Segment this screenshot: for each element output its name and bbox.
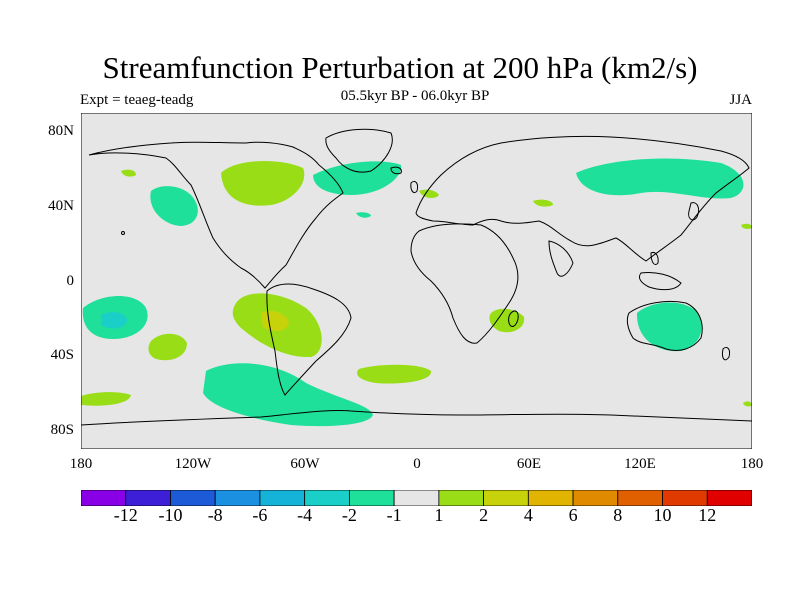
anomaly-patch-npac-east: [576, 158, 744, 199]
lon-label-60w: 60W: [290, 456, 320, 472]
colorbar-tick-label: 10: [653, 505, 672, 525]
colorbar-tick-label: 8: [613, 505, 623, 525]
anomaly-patch-npac-small: [121, 169, 136, 177]
lon-label-60e: 60E: [516, 456, 542, 472]
colorbar-box: [483, 490, 529, 506]
anomaly-patch-spac-west: [81, 392, 131, 406]
colorbar-box: [170, 490, 216, 506]
colorbar-box: [662, 490, 708, 506]
lat-label-0: 0: [66, 273, 75, 289]
anomaly-patch-natl: [313, 161, 402, 195]
colorbar-tick-label: -12: [113, 505, 138, 525]
coastline-hawaii: [121, 231, 125, 235]
coastline-new-zealand: [722, 346, 730, 361]
anomaly-patch-small-1: [356, 212, 371, 218]
colorbar-tick-label: 12: [698, 505, 717, 525]
anomaly-patch-satl-edge: [743, 401, 752, 407]
season-label: JJA: [729, 92, 752, 108]
coastline-japan: [688, 202, 700, 221]
anomaly-patch-satl: [356, 364, 432, 384]
colorbar-tick-label: -1: [386, 505, 402, 525]
lon-label-120w: 120W: [174, 456, 212, 472]
coastline-iceland: [390, 166, 402, 175]
anomaly-patch-sind: [489, 308, 525, 333]
coastline-antarctica: [81, 409, 752, 426]
coastline-indonesia: [638, 272, 682, 291]
colorbar-box: [438, 490, 484, 506]
colorbar-tick-label: 2: [479, 505, 489, 525]
coastline-south-america: [266, 283, 352, 396]
lat-label-40n: 40N: [48, 198, 74, 214]
anomaly-patch-aus: [636, 302, 702, 352]
coastlines: [81, 128, 752, 426]
colorbar-box: [125, 490, 171, 506]
coastline-uk: [410, 180, 418, 194]
coastline-india: [548, 240, 574, 277]
map-panel: [81, 113, 752, 449]
anomaly-patches: [81, 158, 752, 427]
coastline-africa: [410, 223, 519, 344]
colorbar-box: [572, 490, 619, 506]
colorbar-tick-label: -10: [158, 505, 183, 525]
colorbar-box: [259, 490, 306, 506]
colorbar-box: [214, 490, 261, 506]
lon-label-0: 0: [413, 456, 421, 472]
anomaly-patch-spac-pos: [148, 333, 187, 361]
colorbar-box: [527, 490, 574, 506]
lon-label-180e: 180: [740, 456, 764, 472]
coastline-greenland: [325, 128, 393, 173]
period-label: 05.5kyr BP - 06.0kyr BP: [340, 88, 490, 104]
colorbar-tick-label: -2: [341, 505, 357, 525]
anomaly-patch-asia-small: [533, 199, 553, 207]
colorbar-box: [304, 490, 350, 506]
colorbar-box: [348, 490, 395, 506]
anomaly-patch-npac: [150, 186, 198, 226]
coastline-north-america: [88, 141, 344, 289]
colorbar-tick-label: 6: [568, 505, 578, 525]
anomaly-patch-namerica: [221, 161, 305, 206]
colorbar-box: [617, 490, 663, 506]
chart-title: Streamfunction Perturbation at 200 hPa (…: [102, 50, 698, 85]
colorbar-box: [706, 490, 752, 506]
colorbar-tick-label: 1: [434, 505, 444, 525]
lon-label-120e: 120E: [624, 456, 656, 472]
lat-label-80s: 80S: [50, 422, 74, 438]
coastline-eurasia: [415, 135, 750, 262]
coastline-madagascar: [508, 310, 519, 327]
colorbar-tick-label: -6: [252, 505, 268, 525]
colorbar-tick-label: -4: [297, 505, 313, 525]
anomaly-patch-spac-core: [101, 312, 127, 329]
colorbar: [81, 490, 752, 506]
colorbar-box: [393, 490, 440, 506]
colorbar-tick-label: -8: [207, 505, 223, 525]
experiment-label: Expt = teaeg-teadg: [80, 92, 194, 108]
lon-label-180w: 180: [69, 456, 93, 472]
lat-label-80n: 80N: [48, 123, 74, 139]
colorbar-tick-label: 4: [523, 505, 533, 525]
lat-label-40s: 40S: [50, 347, 74, 363]
coastline-australia: [626, 300, 703, 352]
coastline-philippines: [650, 252, 659, 266]
anomaly-patch-wpac-small: [741, 223, 752, 229]
colorbar-box: [81, 490, 127, 506]
